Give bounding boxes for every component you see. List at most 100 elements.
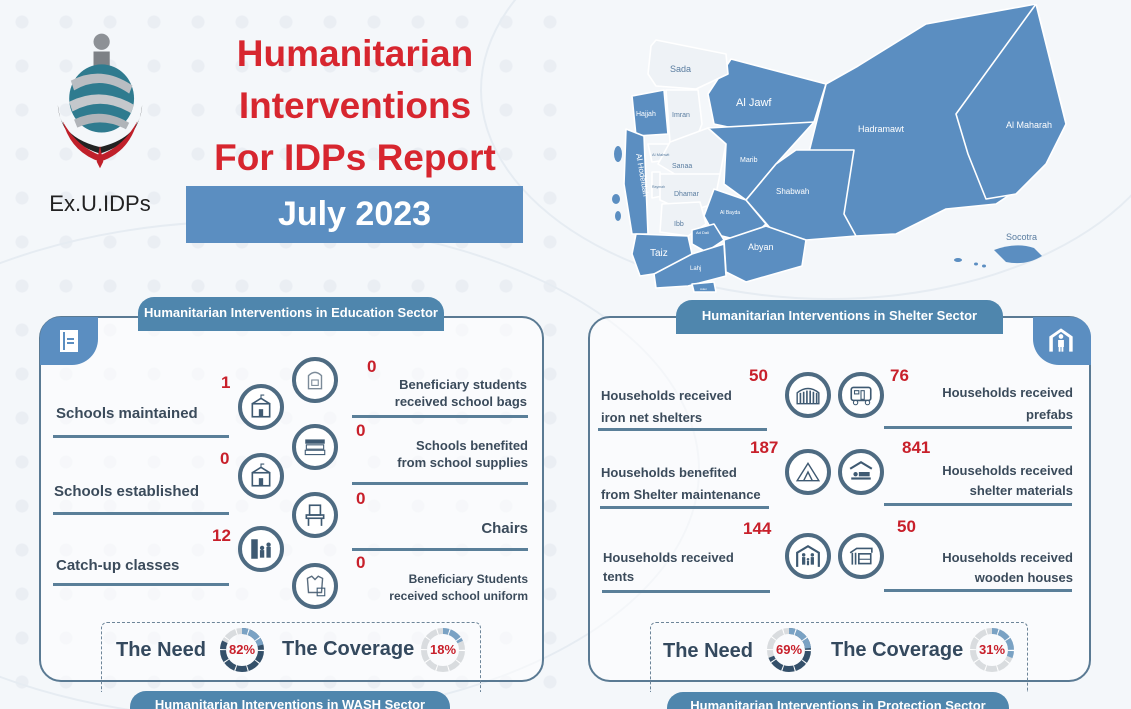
- yemen-governorates-map: Sada Hajjah Imran Al Jawf Hadramawt Al M…: [596, 3, 1096, 294]
- iron-shelter-icon: [785, 372, 831, 418]
- iron-net-shelters-label: Households received iron net shelters: [601, 385, 732, 429]
- catchup-classes-label: Catch-up classes: [56, 557, 180, 574]
- map-label: Abyan: [748, 242, 774, 252]
- notebook-icon: [60, 330, 78, 352]
- wooden-houses-value: 50: [897, 517, 916, 536]
- shelter-materials-label: Households received shelter materials: [898, 461, 1073, 501]
- divider: [53, 435, 229, 438]
- classroom-door-icon: [238, 526, 284, 572]
- map-island: [614, 146, 622, 162]
- divider: [352, 482, 528, 485]
- map-island: [954, 258, 962, 262]
- caravan-icon: [838, 372, 884, 418]
- map-label: Al Bayda: [720, 210, 740, 216]
- education-need-gauge: 82%: [219, 627, 265, 673]
- education-need-label: The Need: [116, 639, 207, 661]
- logo-emblem-icon: [57, 33, 143, 169]
- school-uniform-value: 0: [356, 553, 366, 572]
- report-title-line: For IDPs Report: [214, 137, 496, 178]
- catchup-classes-value: 12: [212, 526, 231, 545]
- label-line: Households benefited: [601, 465, 737, 480]
- label-line: Beneficiary students: [399, 377, 527, 392]
- map-label: Shabwah: [776, 187, 809, 196]
- shelter-maintenance-label: Households benefited from Shelter mainte…: [601, 462, 761, 506]
- map-region-aden: [691, 281, 717, 293]
- map-label: Sada: [670, 64, 691, 74]
- bed-shelter-icon: [838, 449, 884, 495]
- divider: [602, 590, 770, 593]
- school-building-icon: [238, 453, 284, 499]
- schools-established-label: Schools established: [54, 483, 200, 500]
- wooden-houses-label: Households received wooden houses: [898, 548, 1073, 588]
- chairs-label: Chairs: [352, 519, 528, 539]
- education-coverage-value: 18%: [429, 642, 457, 657]
- label-line: from school supplies: [397, 455, 528, 470]
- map-label: Imran: [672, 112, 690, 119]
- divider: [598, 428, 767, 431]
- school-desk-icon: [292, 492, 338, 538]
- label-line: Households received: [601, 388, 732, 403]
- divider: [884, 589, 1072, 592]
- wash-sector-title: Humanitarian Interventions in WASH Secto…: [130, 691, 450, 709]
- divider: [53, 583, 229, 586]
- map-island: [982, 264, 986, 268]
- protection-sector-title: Humanitarian Interventions in Protection…: [667, 692, 1009, 709]
- label-line: Households received: [942, 463, 1073, 478]
- shelter-need-label: The Need: [663, 640, 754, 662]
- family-shelter-icon: [785, 533, 831, 579]
- shelter-coverage-gauge: 31%: [969, 627, 1015, 673]
- map-label: Ibb: [674, 221, 684, 228]
- label-line: Schools benefited: [416, 438, 528, 453]
- wooden-house-icon: [838, 533, 884, 579]
- label-line: received school bags: [394, 394, 527, 409]
- label-line: tents: [603, 569, 635, 584]
- map-label: Ad Dali: [696, 230, 709, 235]
- tents-label: Households received tents: [603, 548, 734, 586]
- map-region-socotra: [994, 245, 1042, 264]
- map-svg: Sada Hajjah Imran Al Jawf Hadramawt Al M…: [612, 3, 1067, 293]
- books-stack-icon: [292, 424, 338, 470]
- shelter-maintenance-value: 187: [750, 438, 779, 457]
- schools-established-value: 0: [220, 449, 230, 468]
- map-label: Lahj: [690, 266, 701, 272]
- report-title-line: Interventions: [238, 85, 472, 126]
- education-need-value: 82%: [228, 642, 256, 657]
- school-bags-label: Beneficiary students received school bag…: [352, 376, 527, 410]
- shelter-need-value: 69%: [775, 642, 803, 657]
- donut-gauge-icon: [970, 628, 1014, 672]
- label-line: Beneficiary Students: [408, 572, 528, 586]
- school-bags-value: 0: [367, 357, 377, 376]
- divider: [352, 415, 528, 418]
- divider: [352, 548, 528, 551]
- education-coverage-gauge: 18%: [420, 627, 466, 673]
- organization-logo: Ex.U.IDPs: [40, 32, 160, 217]
- education-coverage-label: The Coverage: [282, 638, 415, 660]
- map-label: Socotra: [1006, 232, 1037, 242]
- label-line: iron net shelters: [601, 410, 703, 425]
- shelter-materials-value: 841: [902, 438, 931, 457]
- schools-maintained-label: Schools maintained: [56, 405, 198, 422]
- map-island: [612, 194, 620, 204]
- iron-net-shelters-value: 50: [749, 366, 768, 385]
- education-icon-tab: [40, 317, 98, 365]
- tents-value: 144: [743, 519, 772, 538]
- tent-icon: [785, 449, 831, 495]
- map-label: Raymah: [652, 185, 665, 189]
- school-uniform-label: Beneficiary Students received school uni…: [352, 571, 528, 605]
- report-title-line: Humanitarian: [236, 33, 474, 74]
- shelter-person-icon: [1049, 328, 1073, 352]
- divider: [53, 512, 229, 515]
- map-label: Marib: [740, 157, 758, 164]
- education-need-coverage-box: [101, 622, 481, 692]
- donut-gauge-icon: [421, 628, 465, 672]
- label-line: Chairs: [481, 520, 528, 537]
- shelter-need-gauge: 69%: [766, 627, 812, 673]
- school-supplies-value: 0: [356, 421, 366, 440]
- label-line: shelter materials: [969, 483, 1073, 498]
- donut-gauge-icon: [220, 628, 264, 672]
- schools-maintained-value: 1: [221, 373, 231, 392]
- map-label: Sanaa: [672, 163, 692, 170]
- label-line: Households received: [603, 550, 734, 565]
- shelter-icon-tab: [1033, 317, 1091, 365]
- shelter-coverage-value: 31%: [978, 642, 1006, 657]
